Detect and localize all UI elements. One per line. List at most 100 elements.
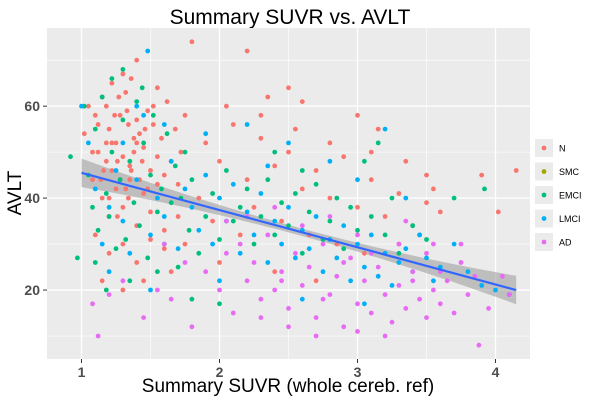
- point-n: [258, 135, 264, 141]
- point-n: [141, 191, 147, 196]
- point-n: [141, 278, 147, 284]
- point-emci: [272, 149, 278, 155]
- point-ad: [375, 264, 381, 270]
- point-lmci: [161, 214, 167, 219]
- point-ad: [424, 250, 429, 256]
- point-n: [161, 172, 167, 178]
- point-ad: [410, 269, 416, 275]
- legend-label-n: N: [559, 144, 566, 154]
- point-n: [81, 131, 87, 137]
- point-lmci: [286, 140, 291, 146]
- point-n: [293, 126, 298, 132]
- point-n: [237, 232, 243, 238]
- point-n: [95, 122, 101, 127]
- point-ad: [313, 333, 319, 339]
- point-n: [90, 177, 95, 183]
- point-lmci: [134, 103, 140, 109]
- point-ad: [355, 329, 360, 334]
- point-n: [159, 135, 164, 141]
- legend-swatch-ad: [541, 239, 547, 245]
- point-n: [115, 158, 120, 164]
- point-lmci: [431, 278, 436, 284]
- axis-tick-labels: 1 2 3 4 20 40 60: [24, 98, 499, 380]
- point-n: [196, 195, 202, 201]
- point-lmci: [127, 250, 133, 256]
- point-emci: [482, 186, 487, 192]
- point-lmci: [424, 255, 429, 261]
- point-n: [286, 149, 291, 155]
- point-lmci: [265, 260, 271, 265]
- point-lmci: [203, 131, 209, 137]
- legend-swatch-smc: [541, 169, 547, 174]
- point-n: [313, 278, 319, 284]
- point-ad: [161, 241, 167, 247]
- point-emci: [168, 200, 174, 206]
- point-n: [155, 181, 160, 187]
- point-n: [134, 117, 140, 123]
- point-ad: [286, 324, 291, 330]
- point-ad: [327, 214, 333, 219]
- point-lmci: [106, 269, 112, 275]
- point-emci: [150, 112, 156, 118]
- point-lmci: [348, 278, 353, 284]
- point-n: [134, 260, 140, 265]
- point-emci: [210, 191, 216, 196]
- point-emci: [348, 204, 353, 210]
- point-n: [495, 209, 501, 215]
- point-lmci: [403, 246, 409, 252]
- point-n: [210, 218, 216, 224]
- point-lmci: [196, 227, 202, 233]
- point-emci: [196, 250, 202, 256]
- x-axis-label: Summary SUVR (whole cereb. ref): [142, 376, 434, 397]
- point-ad: [410, 278, 416, 284]
- point-ad: [95, 333, 101, 339]
- point-lmci: [79, 103, 84, 109]
- point-ad: [286, 306, 291, 311]
- point-ad: [437, 301, 443, 307]
- point-emci: [113, 246, 119, 252]
- point-n: [217, 158, 222, 164]
- point-ad: [348, 255, 353, 261]
- point-n: [128, 76, 134, 81]
- point-n: [182, 112, 188, 118]
- point-emci: [99, 94, 105, 100]
- point-n: [182, 241, 188, 247]
- point-emci: [230, 218, 236, 224]
- point-emci: [451, 195, 457, 201]
- point-n: [92, 232, 98, 238]
- point-n: [124, 108, 130, 114]
- point-ad: [224, 250, 229, 256]
- point-n: [513, 168, 519, 173]
- legend-swatch-emci: [541, 192, 547, 198]
- point-n: [95, 149, 101, 155]
- point-n: [244, 48, 250, 54]
- point-ad: [368, 310, 374, 316]
- point-ad: [424, 315, 429, 320]
- point-ad: [500, 273, 505, 279]
- point-n: [134, 57, 140, 63]
- point-emci: [293, 191, 298, 196]
- point-lmci: [210, 241, 216, 247]
- point-lmci: [189, 204, 195, 210]
- point-lmci: [203, 172, 209, 178]
- point-lmci: [258, 191, 264, 196]
- point-ad: [251, 260, 257, 265]
- point-ad: [431, 241, 436, 247]
- point-lmci: [299, 296, 305, 302]
- point-ad: [120, 278, 126, 284]
- point-ad: [327, 292, 333, 297]
- point-emci: [155, 209, 160, 215]
- point-emci: [172, 163, 178, 169]
- point-n: [101, 168, 106, 173]
- trend-line-layer: [81, 171, 517, 292]
- x-tick-label: 4: [492, 364, 500, 380]
- legend-label-emci: EMCI: [559, 191, 582, 201]
- point-ad: [431, 287, 436, 293]
- point-lmci: [86, 140, 91, 146]
- point-lmci: [120, 140, 126, 146]
- point-lmci: [161, 122, 167, 127]
- point-n: [120, 204, 126, 210]
- point-n: [189, 39, 195, 45]
- point-n: [368, 149, 374, 155]
